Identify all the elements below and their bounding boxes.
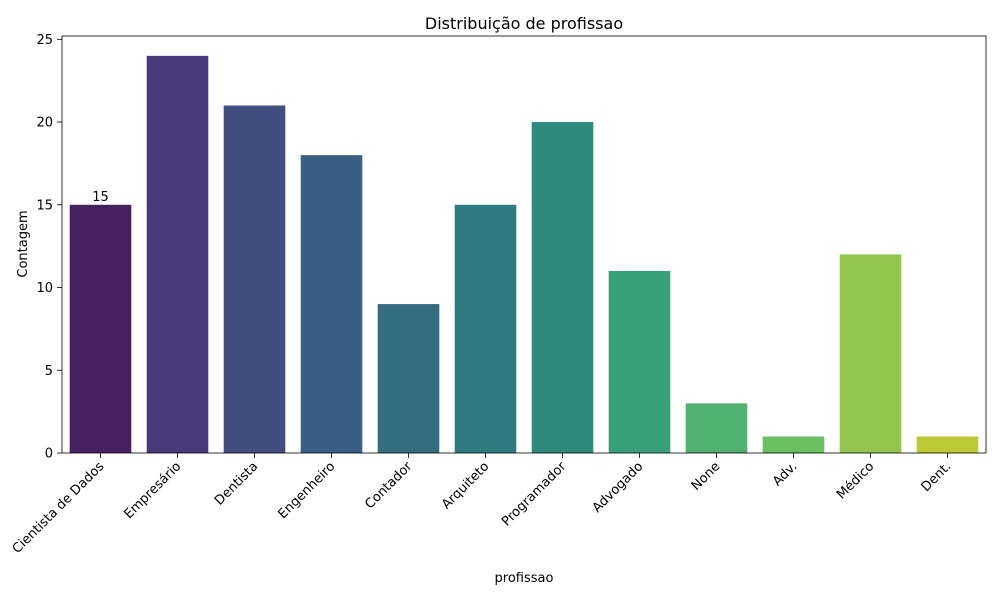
x-tick-label-7: Advogado (590, 459, 647, 516)
x-tick-label-5: Arquiteto (439, 459, 492, 512)
bar-10 (839, 254, 902, 453)
y-tick-label-0: 0 (45, 447, 53, 462)
x-tick-label-1: Empresário (122, 459, 185, 522)
x-tick-label-0: Cientista de Dados (10, 459, 108, 557)
bar-6 (531, 122, 594, 454)
chart-title: Distribuição de profissao (425, 14, 623, 33)
bar-9 (762, 436, 825, 453)
x-axis-label: profissao (495, 571, 554, 586)
bar-2 (223, 105, 286, 453)
bar-8 (685, 403, 748, 453)
bar-3 (300, 155, 363, 453)
x-tick-label-8: None (689, 459, 724, 494)
data-label-0: 15 (92, 190, 109, 205)
y-tick-label-4: 20 (36, 116, 53, 131)
y-axis-label: Contagem (16, 210, 31, 277)
bar-11 (916, 436, 979, 453)
x-tick-label-9: Adv. (770, 459, 800, 489)
y-tick-label-2: 10 (36, 281, 53, 296)
bar-1 (146, 55, 209, 453)
bar-5 (454, 204, 517, 453)
x-tick-label-10: Médico (834, 459, 877, 502)
x-tick-label-2: Dentista (212, 459, 261, 508)
bar-4 (377, 304, 440, 453)
plot-area: Cientista de Dados Empresário Dentista Enge… (10, 33, 979, 557)
y-tick-label-1: 5 (45, 364, 53, 379)
plot-frame (61, 35, 987, 454)
y-tick-label-5: 25 (36, 33, 53, 48)
x-tick-label-4: Contador (362, 459, 415, 512)
x-tick-label-11: Dent. (919, 459, 955, 495)
x-tick-label-6: Programador (499, 459, 570, 530)
bar-0 (69, 204, 132, 453)
bar-7 (608, 270, 671, 453)
x-tick-label-3: Engenheiro (276, 459, 339, 522)
y-tick-label-3: 15 (36, 198, 53, 213)
